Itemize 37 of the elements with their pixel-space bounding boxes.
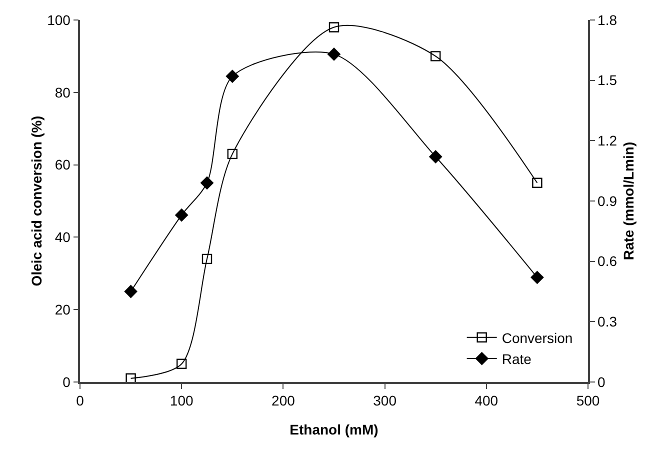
x-tick-label: 200 — [272, 392, 296, 409]
point — [124, 285, 138, 298]
y2-tick-label: 1.5 — [598, 72, 618, 88]
y-tick-label: 80 — [54, 84, 71, 100]
y-tick-label: 60 — [54, 156, 71, 173]
y-axis-title: Oleic acid conversion (%) — [28, 116, 44, 286]
point — [530, 270, 544, 284]
legend-label: Rate — [502, 351, 532, 368]
point — [226, 70, 239, 83]
y-tick-label: 20 — [54, 302, 71, 318]
y-tick-label: 0 — [62, 374, 71, 390]
x-tick-label: 100 — [170, 392, 194, 409]
y2-axis-title: Rate (mmol/Lmin) — [620, 142, 636, 260]
point — [328, 22, 340, 32]
y-tick-label: 40 — [54, 229, 71, 246]
point — [176, 358, 187, 369]
y2-tick-label: 0.3 — [598, 314, 618, 330]
y2-tick-label: 0 — [598, 374, 606, 390]
x-tick-label: 400 — [474, 392, 498, 409]
y-tick-label: 100 — [47, 12, 71, 28]
point — [429, 150, 442, 164]
point — [202, 254, 212, 264]
point — [175, 208, 188, 222]
y2-tick-label: 0.6 — [598, 253, 618, 270]
legend-label: Conversion — [502, 330, 573, 346]
point — [532, 178, 542, 188]
x-tick-label: 300 — [373, 392, 397, 409]
x-tick-label: 0 — [76, 392, 84, 409]
x-tick-label: 500 — [576, 392, 600, 409]
x-axis-title: Ethanol (mM) — [290, 422, 378, 438]
y2-tick-label: 1.8 — [598, 12, 618, 28]
point — [227, 148, 238, 160]
y2-tick-label: 0.9 — [598, 192, 618, 209]
y2-tick-label: 1.2 — [598, 132, 618, 149]
point — [328, 48, 340, 61]
point — [430, 51, 441, 62]
point — [200, 176, 214, 190]
